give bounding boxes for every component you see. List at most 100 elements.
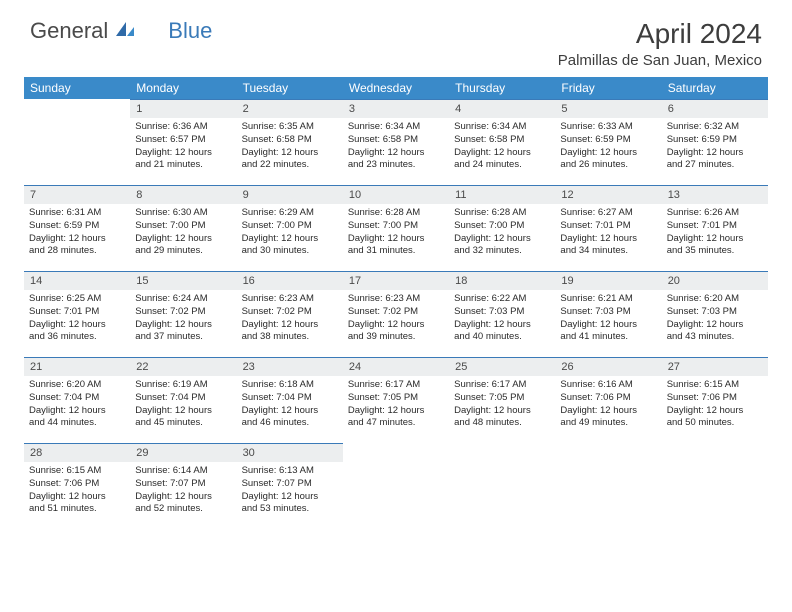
day-detail-line: Sunrise: 6:31 AM — [29, 207, 125, 220]
day-detail-line: Sunrise: 6:35 AM — [242, 121, 338, 134]
day-detail-line: and 38 minutes. — [242, 331, 338, 344]
day-details: Sunrise: 6:15 AMSunset: 7:06 PMDaylight:… — [662, 376, 768, 435]
day-detail-line: Daylight: 12 hours — [135, 233, 231, 246]
day-detail-line: Daylight: 12 hours — [667, 147, 763, 160]
day-details: Sunrise: 6:23 AMSunset: 7:02 PMDaylight:… — [237, 290, 343, 349]
day-detail-line: and 47 minutes. — [348, 417, 444, 430]
day-number: 6 — [662, 99, 768, 118]
day-detail-line: and 31 minutes. — [348, 245, 444, 258]
day-details: Sunrise: 6:17 AMSunset: 7:05 PMDaylight:… — [343, 376, 449, 435]
day-number: 17 — [343, 271, 449, 290]
day-detail-line: Daylight: 12 hours — [454, 233, 550, 246]
calendar-day-cell: 29Sunrise: 6:14 AMSunset: 7:07 PMDayligh… — [130, 443, 236, 529]
day-detail-line: and 50 minutes. — [667, 417, 763, 430]
day-details: Sunrise: 6:23 AMSunset: 7:02 PMDaylight:… — [343, 290, 449, 349]
day-detail-line: Daylight: 12 hours — [560, 405, 656, 418]
calendar-day-cell: 4Sunrise: 6:34 AMSunset: 6:58 PMDaylight… — [449, 99, 555, 185]
logo-sail-icon — [114, 20, 136, 43]
day-detail-line: Sunset: 7:00 PM — [454, 220, 550, 233]
day-number: 24 — [343, 357, 449, 376]
day-detail-line: Sunset: 7:02 PM — [242, 306, 338, 319]
day-number: 1 — [130, 99, 236, 118]
day-detail-line: Sunrise: 6:14 AM — [135, 465, 231, 478]
day-detail-line: Sunset: 7:04 PM — [135, 392, 231, 405]
calendar-week-row: 7Sunrise: 6:31 AMSunset: 6:59 PMDaylight… — [24, 185, 768, 271]
day-number: 16 — [237, 271, 343, 290]
day-detail-line: and 21 minutes. — [135, 159, 231, 172]
day-detail-line: and 49 minutes. — [560, 417, 656, 430]
day-number: 23 — [237, 357, 343, 376]
day-detail-line: Daylight: 12 hours — [560, 147, 656, 160]
day-details: Sunrise: 6:17 AMSunset: 7:05 PMDaylight:… — [449, 376, 555, 435]
calendar-day-cell: 15Sunrise: 6:24 AMSunset: 7:02 PMDayligh… — [130, 271, 236, 357]
day-detail-line: Sunset: 7:04 PM — [29, 392, 125, 405]
day-detail-line: Sunrise: 6:28 AM — [454, 207, 550, 220]
day-detail-line: Sunset: 6:59 PM — [29, 220, 125, 233]
day-detail-line: Sunset: 7:02 PM — [348, 306, 444, 319]
day-number: 20 — [662, 271, 768, 290]
day-number: 15 — [130, 271, 236, 290]
day-detail-line: Daylight: 12 hours — [242, 147, 338, 160]
day-detail-line: Sunrise: 6:34 AM — [348, 121, 444, 134]
day-detail-line: and 24 minutes. — [454, 159, 550, 172]
calendar-day-cell: 3Sunrise: 6:34 AMSunset: 6:58 PMDaylight… — [343, 99, 449, 185]
day-detail-line: and 29 minutes. — [135, 245, 231, 258]
day-detail-line: Sunset: 6:59 PM — [560, 134, 656, 147]
day-detail-line: Sunrise: 6:32 AM — [667, 121, 763, 134]
day-details: Sunrise: 6:20 AMSunset: 7:03 PMDaylight:… — [662, 290, 768, 349]
day-detail-line: Daylight: 12 hours — [560, 319, 656, 332]
day-detail-line: Sunset: 7:02 PM — [135, 306, 231, 319]
day-detail-line: Sunset: 7:01 PM — [560, 220, 656, 233]
day-number: 27 — [662, 357, 768, 376]
day-detail-line: Sunset: 7:00 PM — [135, 220, 231, 233]
day-detail-line: Daylight: 12 hours — [348, 147, 444, 160]
calendar-day-cell: 8Sunrise: 6:30 AMSunset: 7:00 PMDaylight… — [130, 185, 236, 271]
day-detail-line: and 27 minutes. — [667, 159, 763, 172]
calendar-day-cell: 2Sunrise: 6:35 AMSunset: 6:58 PMDaylight… — [237, 99, 343, 185]
day-detail-line: and 40 minutes. — [454, 331, 550, 344]
day-detail-line: Daylight: 12 hours — [242, 319, 338, 332]
calendar-week-row: 1Sunrise: 6:36 AMSunset: 6:57 PMDaylight… — [24, 99, 768, 185]
day-details: Sunrise: 6:28 AMSunset: 7:00 PMDaylight:… — [449, 204, 555, 263]
day-detail-line: Sunrise: 6:20 AM — [667, 293, 763, 306]
calendar-day-cell: 22Sunrise: 6:19 AMSunset: 7:04 PMDayligh… — [130, 357, 236, 443]
logo: General Blue — [30, 18, 212, 44]
calendar-day-cell: 9Sunrise: 6:29 AMSunset: 7:00 PMDaylight… — [237, 185, 343, 271]
day-detail-line: and 45 minutes. — [135, 417, 231, 430]
day-number: 4 — [449, 99, 555, 118]
day-detail-line: Sunrise: 6:23 AM — [242, 293, 338, 306]
weekday-header: Sunday — [24, 77, 130, 99]
day-detail-line: Sunset: 7:07 PM — [242, 478, 338, 491]
day-detail-line: Daylight: 12 hours — [242, 491, 338, 504]
day-detail-line: and 32 minutes. — [454, 245, 550, 258]
calendar-week-row: 28Sunrise: 6:15 AMSunset: 7:06 PMDayligh… — [24, 443, 768, 529]
header: General Blue April 2024 Palmillas de San… — [0, 0, 792, 77]
day-number: 5 — [555, 99, 661, 118]
day-number: 29 — [130, 443, 236, 462]
day-detail-line: and 36 minutes. — [29, 331, 125, 344]
calendar-day-cell: 5Sunrise: 6:33 AMSunset: 6:59 PMDaylight… — [555, 99, 661, 185]
day-details: Sunrise: 6:27 AMSunset: 7:01 PMDaylight:… — [555, 204, 661, 263]
day-detail-line: Sunrise: 6:19 AM — [135, 379, 231, 392]
calendar-day-cell: 10Sunrise: 6:28 AMSunset: 7:00 PMDayligh… — [343, 185, 449, 271]
day-detail-line: Sunset: 7:00 PM — [242, 220, 338, 233]
calendar-day-cell: 27Sunrise: 6:15 AMSunset: 7:06 PMDayligh… — [662, 357, 768, 443]
day-detail-line: and 51 minutes. — [29, 503, 125, 516]
weekday-header: Friday — [555, 77, 661, 99]
day-number — [449, 443, 555, 462]
day-detail-line: Daylight: 12 hours — [29, 491, 125, 504]
calendar-day-cell: 20Sunrise: 6:20 AMSunset: 7:03 PMDayligh… — [662, 271, 768, 357]
day-details: Sunrise: 6:18 AMSunset: 7:04 PMDaylight:… — [237, 376, 343, 435]
day-detail-line: and 48 minutes. — [454, 417, 550, 430]
day-detail-line: and 23 minutes. — [348, 159, 444, 172]
day-details: Sunrise: 6:34 AMSunset: 6:58 PMDaylight:… — [343, 118, 449, 177]
calendar-day-cell: 18Sunrise: 6:22 AMSunset: 7:03 PMDayligh… — [449, 271, 555, 357]
title-block: April 2024 Palmillas de San Juan, Mexico — [558, 18, 762, 69]
day-details: Sunrise: 6:16 AMSunset: 7:06 PMDaylight:… — [555, 376, 661, 435]
calendar-table: SundayMondayTuesdayWednesdayThursdayFrid… — [24, 77, 768, 529]
day-detail-line: Sunset: 7:04 PM — [242, 392, 338, 405]
day-detail-line: and 30 minutes. — [242, 245, 338, 258]
day-number — [24, 99, 130, 118]
day-detail-line: Daylight: 12 hours — [454, 405, 550, 418]
weekday-header: Saturday — [662, 77, 768, 99]
